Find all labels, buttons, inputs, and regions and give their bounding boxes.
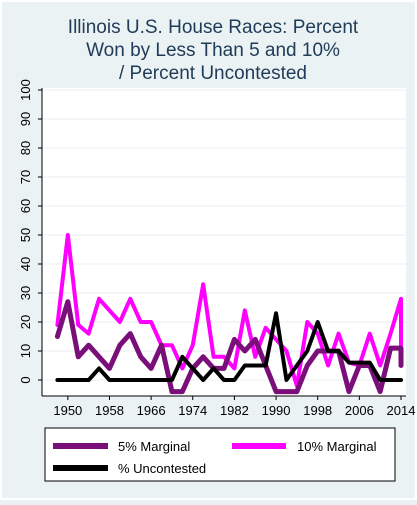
y-tick-label-70: 70 (18, 170, 33, 184)
y-tick-label-0: 0 (18, 376, 33, 383)
x-tick-label-1974: 1974 (178, 403, 207, 418)
legend-label-5pct: 5% Marginal (118, 439, 190, 454)
x-tick-label-1966: 1966 (137, 403, 166, 418)
y-tick-label-80: 80 (18, 141, 33, 155)
series-line-5pct-marginal (54, 299, 404, 395)
x-tick-label-1950: 1950 (53, 403, 82, 418)
y-tick-label-30: 30 (18, 286, 33, 300)
x-tick-label-1998: 1998 (303, 403, 332, 418)
y-tick-label-20: 20 (18, 315, 33, 329)
series-lines (54, 233, 404, 395)
y-tick-label-100: 100 (18, 79, 33, 101)
title-line-2: Won by Less Than 5 and 10% (86, 40, 340, 61)
y-tick-label-10: 10 (18, 344, 33, 358)
y-axis: 0 10 20 30 40 50 60 70 80 90 100 (18, 79, 43, 396)
y-tick-label-50: 50 (18, 228, 33, 242)
legend-box (44, 427, 396, 482)
title-line-1: Illinois U.S. House Races: Percent (68, 17, 359, 38)
y-tick-label-40: 40 (18, 257, 33, 271)
x-tick-label-2014: 2014 (387, 403, 416, 418)
legend-label-10pct: 10% Marginal (297, 439, 377, 454)
legend-label-uncontested: % Uncontested (118, 461, 206, 476)
x-tick-label-1982: 1982 (220, 403, 249, 418)
x-tick-label-1958: 1958 (95, 403, 124, 418)
series-line-uncontested (55, 311, 403, 382)
y-tick-label-60: 60 (18, 199, 33, 213)
plot-area (42, 88, 406, 396)
legend: 5% Marginal 10% Marginal % Uncontested (44, 427, 396, 482)
title-line-3: / Percent Uncontested (119, 63, 307, 84)
x-tick-label-1990: 1990 (262, 403, 291, 418)
chart-title: Illinois U.S. House Races: Percent Won b… (68, 17, 359, 84)
x-axis: 1950 1958 1966 1974 1982 1990 1998 2006 2014 (42, 395, 416, 418)
y-tick-label-90: 90 (18, 112, 33, 126)
x-tick-label-2006: 2006 (345, 403, 374, 418)
